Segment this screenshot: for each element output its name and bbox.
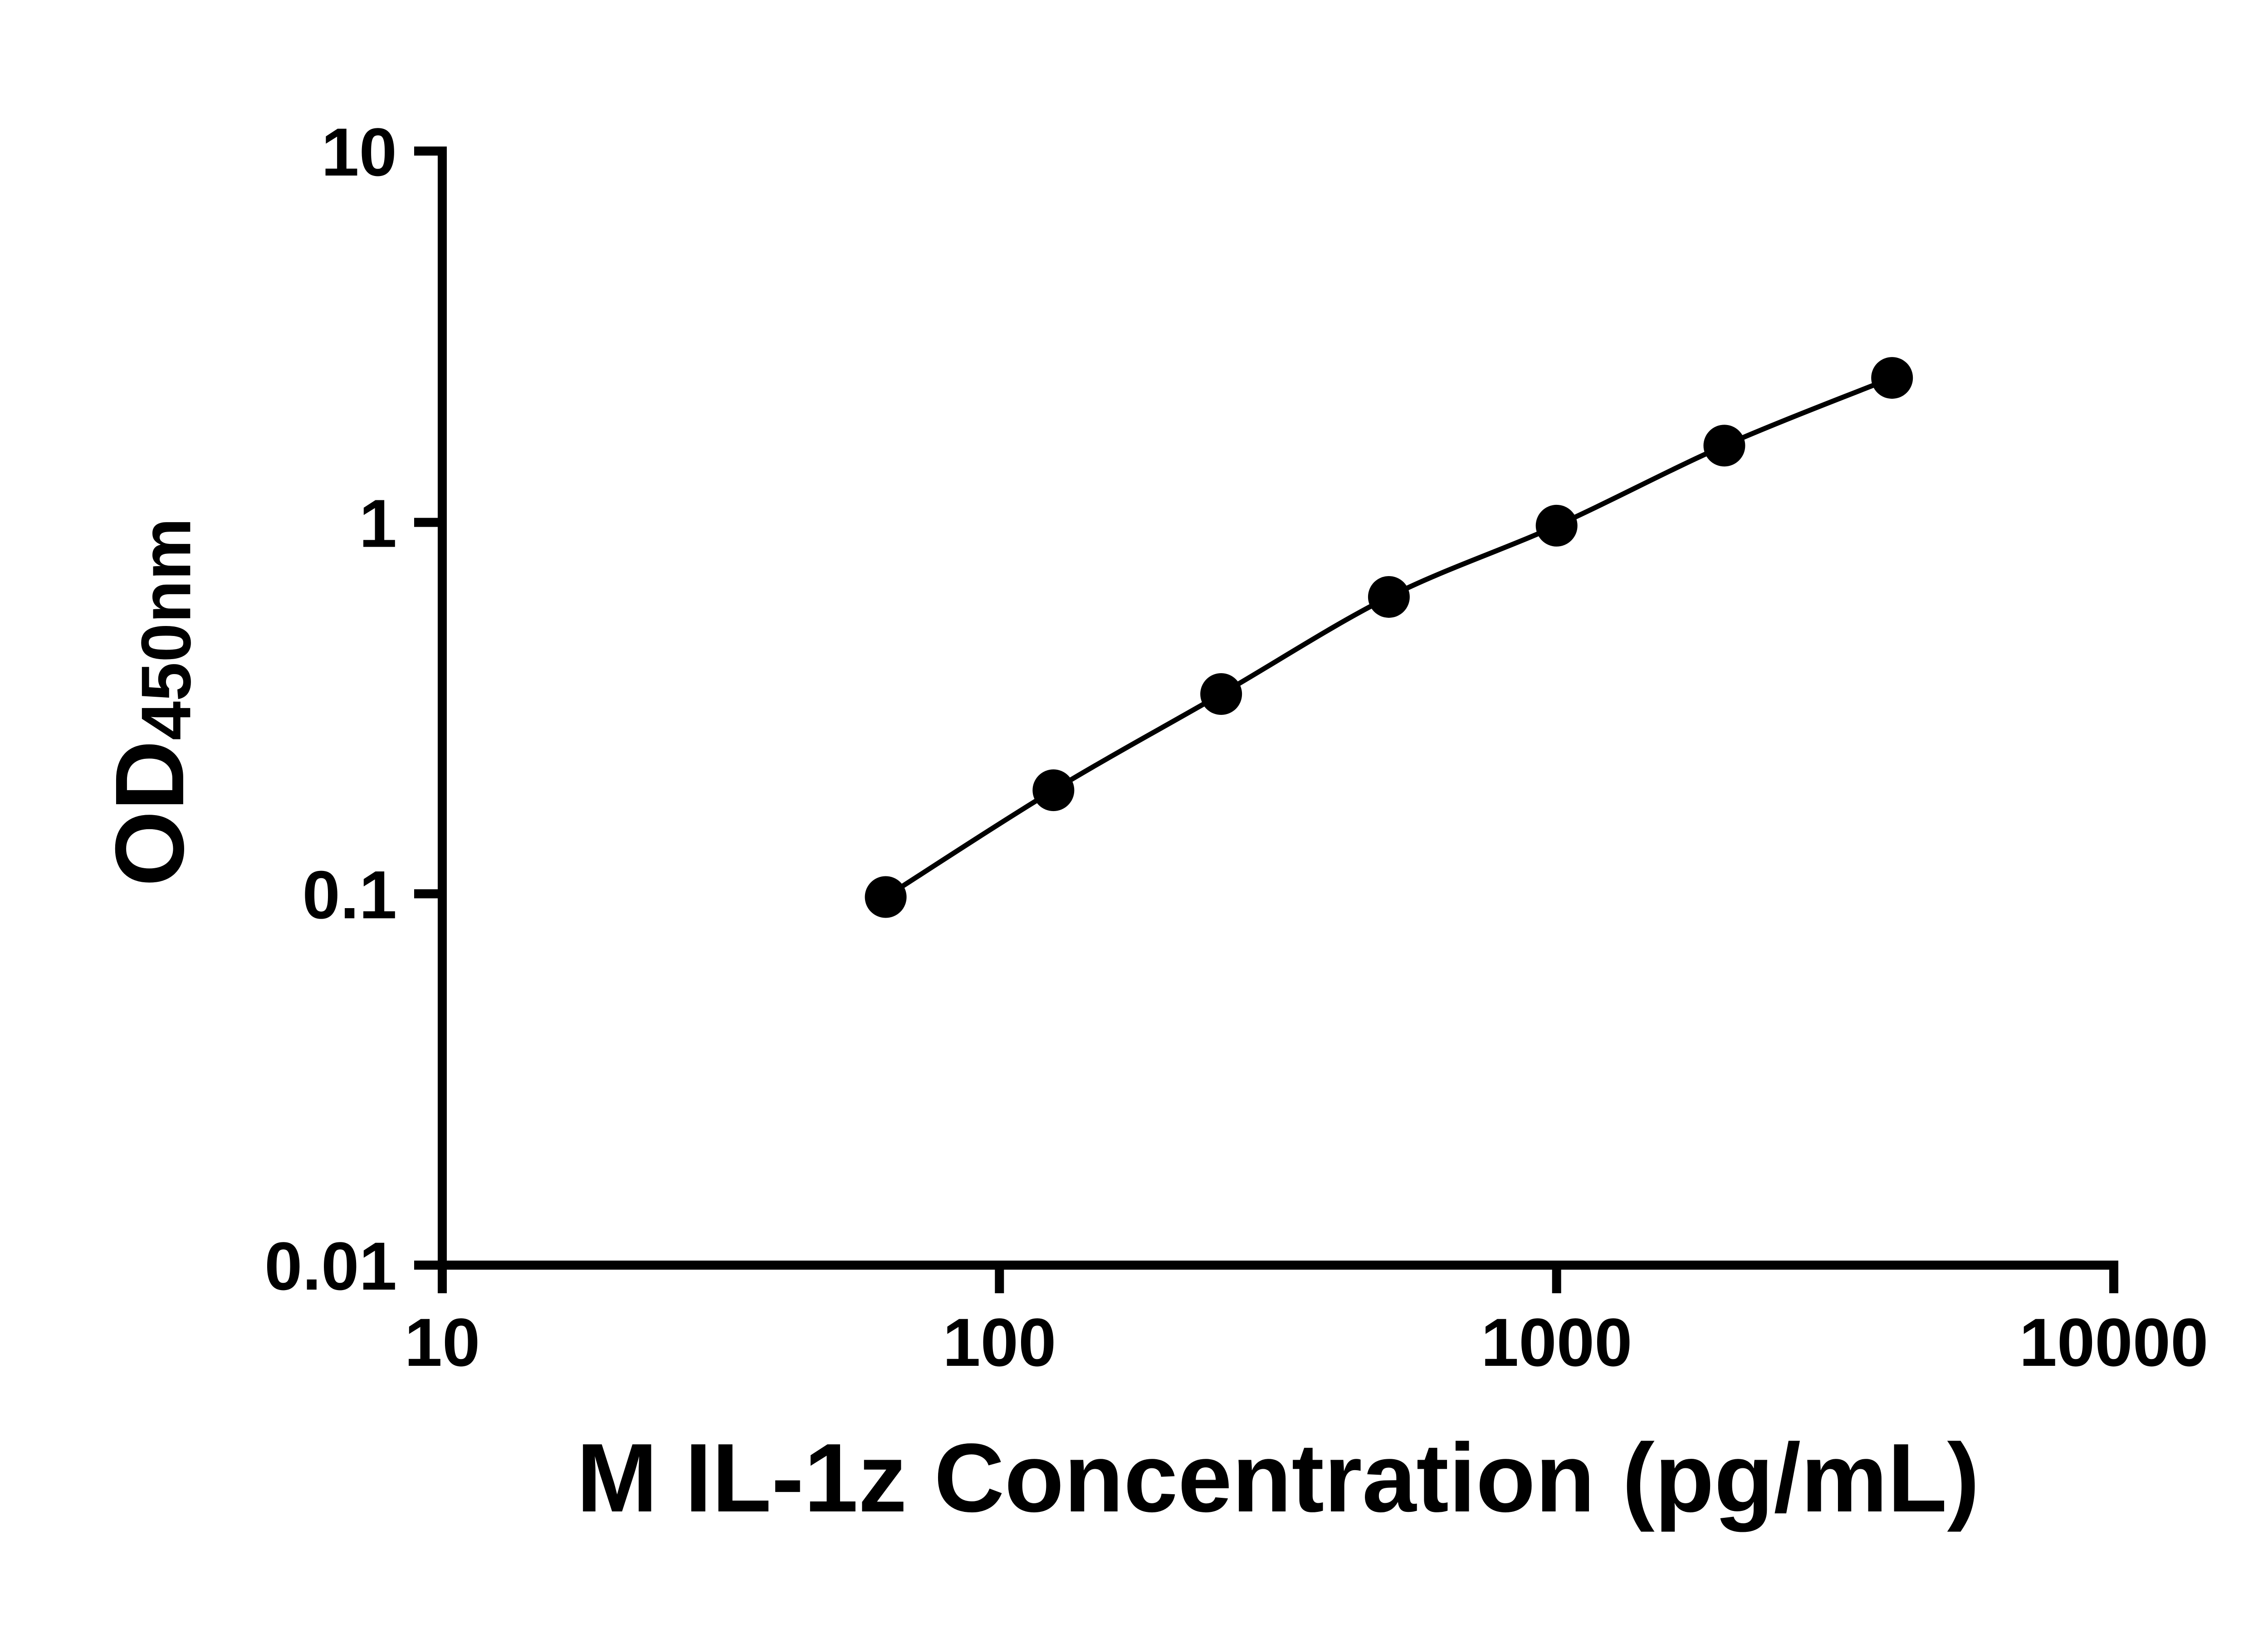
x-tick-label: 10: [405, 1304, 480, 1380]
x-tick-label: 100: [943, 1304, 1056, 1380]
data-point: [1703, 425, 1745, 467]
x-tick-label: 10000: [2019, 1304, 2208, 1380]
x-tick-label: 1000: [1481, 1304, 1633, 1380]
x-axis-title-text: M IL-1z Concentration (pg/mL): [576, 1423, 1980, 1532]
data-point: [1200, 673, 1242, 715]
data-point: [1871, 357, 1913, 399]
data-point: [1535, 504, 1578, 547]
y-axis-title-main: OD: [94, 740, 204, 887]
axis-lines: [438, 147, 2118, 1270]
data-point: [1368, 576, 1410, 618]
data-point: [865, 876, 907, 918]
x-axis-title: M IL-1z Concentration (pg/mL): [442, 1424, 2114, 1532]
y-axis-title: OD450nm: [95, 518, 205, 887]
y-tick-label: 1: [359, 485, 397, 562]
y-axis-title-subscript: 450nm: [127, 518, 205, 740]
data-point: [1032, 769, 1075, 812]
y-tick-label: 0.01: [264, 1228, 397, 1304]
y-tick-label: 0.1: [302, 856, 397, 933]
y-tick-label: 10: [321, 114, 397, 190]
